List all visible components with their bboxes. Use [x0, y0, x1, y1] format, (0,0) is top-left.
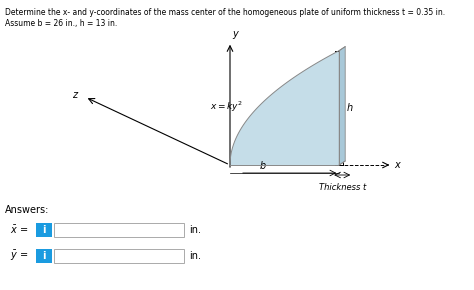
Text: Assume b = 26 in., h = 13 in.: Assume b = 26 in., h = 13 in.: [5, 19, 117, 28]
Text: in.: in.: [189, 225, 201, 235]
Text: Determine the x- and y-coordinates of the mass center of the homogeneous plate o: Determine the x- and y-coordinates of th…: [5, 8, 445, 17]
Text: $x = ky^2$: $x = ky^2$: [210, 99, 243, 114]
Text: x: x: [394, 160, 400, 170]
FancyBboxPatch shape: [36, 249, 52, 263]
Text: z: z: [72, 90, 77, 100]
Text: $\bar{y}$ =: $\bar{y}$ =: [10, 249, 28, 263]
Text: $\bar{x}$ =: $\bar{x}$ =: [10, 224, 28, 236]
FancyBboxPatch shape: [54, 249, 184, 263]
Text: Thickness t: Thickness t: [319, 183, 366, 192]
Text: y: y: [232, 29, 238, 39]
Text: b: b: [260, 161, 266, 171]
Text: in.: in.: [189, 251, 201, 261]
Text: i: i: [42, 225, 46, 235]
Text: Answers:: Answers:: [5, 205, 49, 215]
FancyBboxPatch shape: [54, 223, 184, 237]
Polygon shape: [339, 47, 345, 165]
Polygon shape: [230, 50, 339, 165]
Text: i: i: [42, 251, 46, 261]
FancyBboxPatch shape: [36, 223, 52, 237]
Text: h: h: [346, 103, 352, 113]
